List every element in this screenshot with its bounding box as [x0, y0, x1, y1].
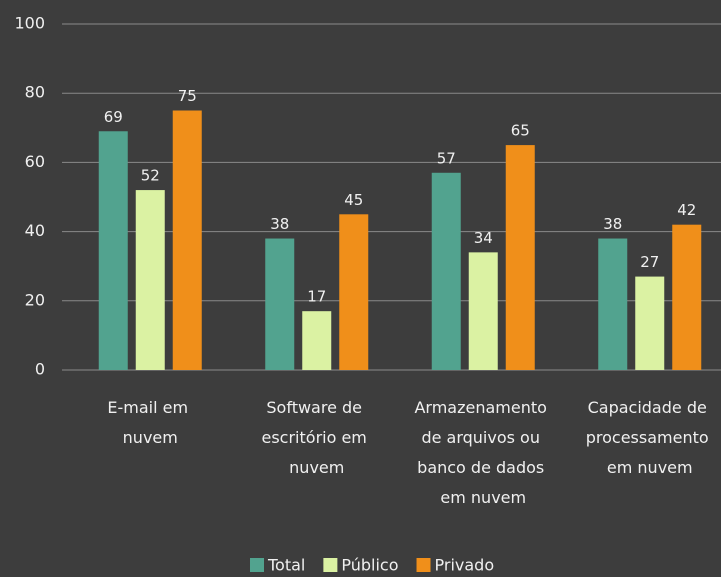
legend-swatch — [323, 558, 338, 572]
value-label: 27 — [640, 253, 659, 271]
legend-label: Total — [267, 556, 305, 575]
bar — [172, 110, 202, 370]
value-label: 65 — [511, 122, 530, 140]
legend-swatch — [250, 558, 264, 572]
bar — [598, 238, 628, 370]
bar — [635, 276, 665, 370]
bar — [431, 172, 461, 370]
bar — [98, 131, 128, 370]
value-label: 57 — [437, 149, 456, 167]
y-tick-label: 60 — [25, 152, 45, 171]
bar — [339, 214, 369, 370]
legend-swatch — [416, 558, 431, 572]
value-label: 38 — [603, 215, 622, 233]
x-tick-label: Capacidade de processamento em nuvem — [586, 398, 714, 477]
value-label: 42 — [677, 201, 696, 219]
value-label: 34 — [474, 229, 493, 247]
bar — [505, 145, 535, 370]
y-tick-label: 40 — [25, 221, 45, 240]
bar — [672, 224, 702, 370]
y-tick-label: 80 — [25, 83, 45, 102]
bar — [302, 311, 332, 370]
value-label: 45 — [344, 191, 363, 209]
bar — [265, 238, 295, 370]
bar — [468, 252, 498, 370]
x-tick-label: Armazenamento de arquivos ou banco de da… — [414, 398, 552, 507]
x-tick-label: Software de escritório em nuvem — [262, 398, 372, 477]
value-label: 38 — [270, 215, 289, 233]
y-tick-label: 20 — [25, 290, 45, 309]
y-tick-label: 0 — [35, 360, 45, 379]
legend-label: Privado — [435, 556, 495, 575]
y-tick-label: 100 — [14, 14, 45, 33]
value-label: 52 — [141, 167, 160, 185]
value-label: 69 — [104, 108, 123, 126]
legend-label: Público — [341, 556, 398, 575]
value-label: 17 — [307, 288, 326, 306]
bar — [135, 190, 165, 370]
value-label: 75 — [178, 87, 197, 105]
x-tick-label: E-mail em nuvem — [107, 398, 193, 447]
